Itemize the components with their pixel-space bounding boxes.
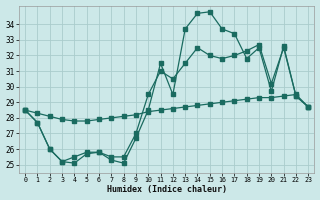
X-axis label: Humidex (Indice chaleur): Humidex (Indice chaleur) — [107, 185, 227, 194]
